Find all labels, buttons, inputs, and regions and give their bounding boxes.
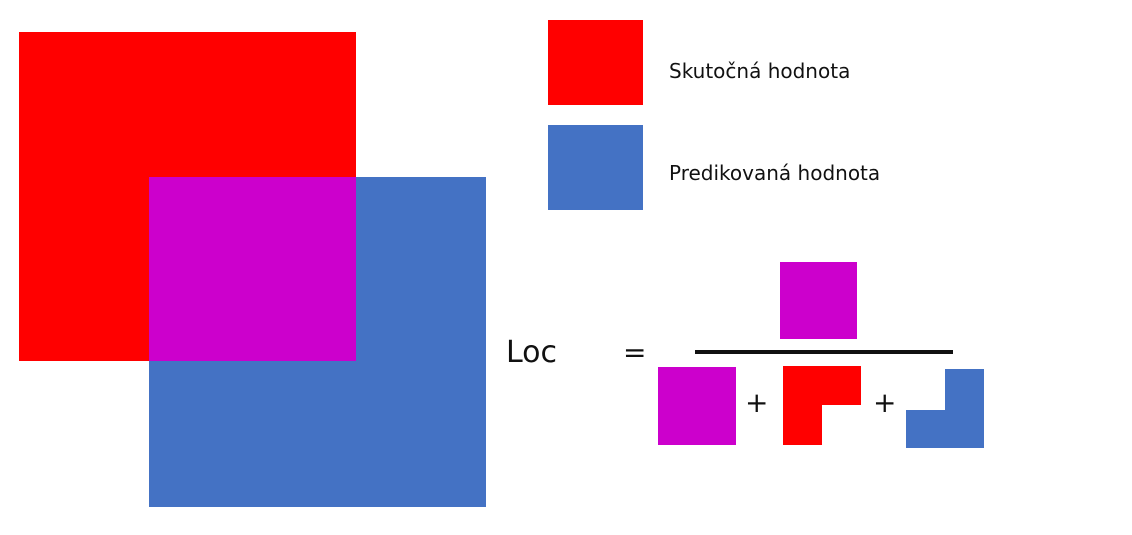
numerator-intersection-square [780,262,857,339]
formula-lhs: Loc [506,335,558,370]
formula-equals: = [623,336,647,369]
predicted-only-region-shape [906,369,984,448]
legend-predicted-swatch [548,125,643,210]
denominator-intersection-square [658,367,736,445]
formula-plus-2: + [873,386,897,419]
legend-actual-label: Skutočná hodnota [669,59,851,83]
actual-only-region-shape [783,366,861,445]
fraction-bar [695,350,953,354]
legend-predicted-label: Predikovaná hodnota [669,161,881,185]
intersection-region [149,177,356,361]
legend-actual-swatch [548,20,643,105]
formula-plus-1: + [745,386,769,419]
